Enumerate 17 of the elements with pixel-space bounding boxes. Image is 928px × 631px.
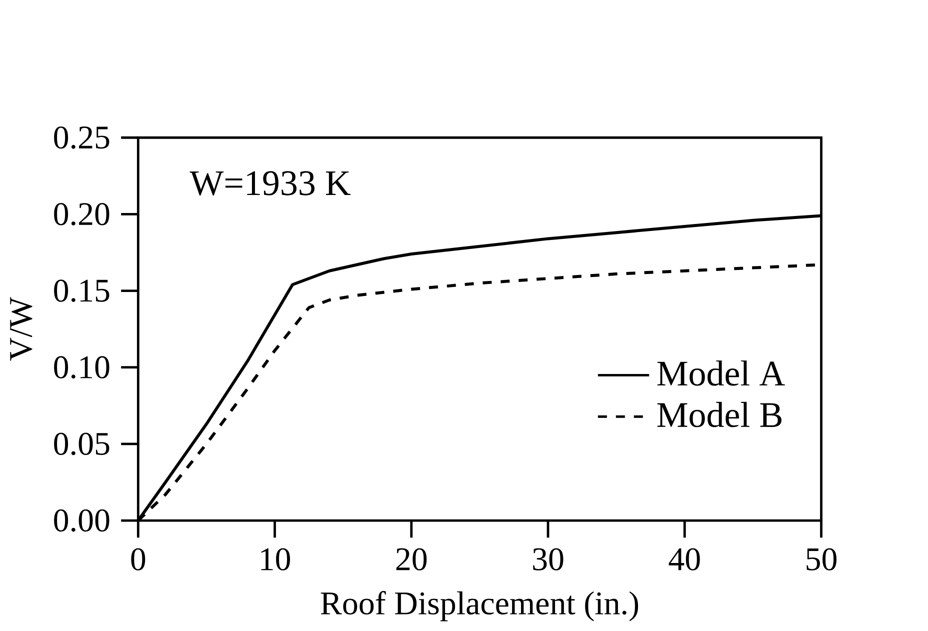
x-tick-label: 30: [533, 548, 564, 570]
y-tick-label: 0.05: [54, 432, 110, 456]
x-tick-label: 50: [806, 548, 836, 570]
y-tick-label: 0.10: [54, 356, 110, 378]
legend-label: Model A: [657, 360, 785, 386]
annotation: W=1933 K: [190, 171, 351, 196]
legend-label: Model B: [657, 402, 782, 428]
x-axis-title: Roof Displacement (in.): [320, 590, 638, 622]
x-tick-label: 40: [668, 548, 700, 570]
y-tick-label: 0.00: [54, 509, 110, 532]
x-tick-label: 20: [396, 548, 427, 570]
x-tick-label: 10: [261, 548, 290, 570]
x-tick-label: 0: [131, 548, 146, 570]
y-tick-label: 0.20: [54, 202, 110, 226]
y-axis-title: V/W: [10, 297, 32, 361]
y-tick-label: 0.25: [54, 126, 110, 149]
y-tick-label: 0.15: [54, 279, 110, 302]
